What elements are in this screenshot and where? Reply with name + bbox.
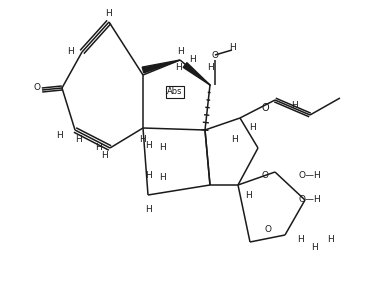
Text: O—H: O—H <box>299 195 322 205</box>
Text: Abs: Abs <box>167 88 183 97</box>
Text: H: H <box>145 206 151 214</box>
Text: H: H <box>175 64 181 72</box>
Text: H: H <box>140 135 146 145</box>
Text: H: H <box>297 236 303 244</box>
Text: O: O <box>261 170 269 179</box>
Text: H: H <box>245 190 251 200</box>
Text: H: H <box>106 10 112 18</box>
Text: H: H <box>56 130 63 140</box>
Text: O: O <box>33 83 40 92</box>
Text: H: H <box>159 143 165 152</box>
Text: H: H <box>232 135 238 145</box>
Text: H: H <box>327 236 333 244</box>
Text: H: H <box>229 43 235 53</box>
Text: H: H <box>292 100 298 110</box>
Text: O: O <box>264 225 272 235</box>
Text: O—H: O—H <box>299 170 322 179</box>
Text: O: O <box>261 103 269 113</box>
Text: H: H <box>95 143 102 152</box>
Polygon shape <box>142 60 180 73</box>
Text: H: H <box>145 140 151 149</box>
Text: H: H <box>145 170 151 179</box>
Text: H: H <box>101 151 109 160</box>
Text: H: H <box>177 48 184 56</box>
Polygon shape <box>183 63 210 85</box>
Text: H: H <box>159 173 165 182</box>
Text: H: H <box>67 48 74 56</box>
Text: H: H <box>189 56 195 64</box>
Text: O: O <box>211 50 219 59</box>
Text: H: H <box>207 64 213 72</box>
Text: H: H <box>311 244 319 252</box>
Text: H: H <box>249 124 256 132</box>
Text: H: H <box>75 135 81 145</box>
